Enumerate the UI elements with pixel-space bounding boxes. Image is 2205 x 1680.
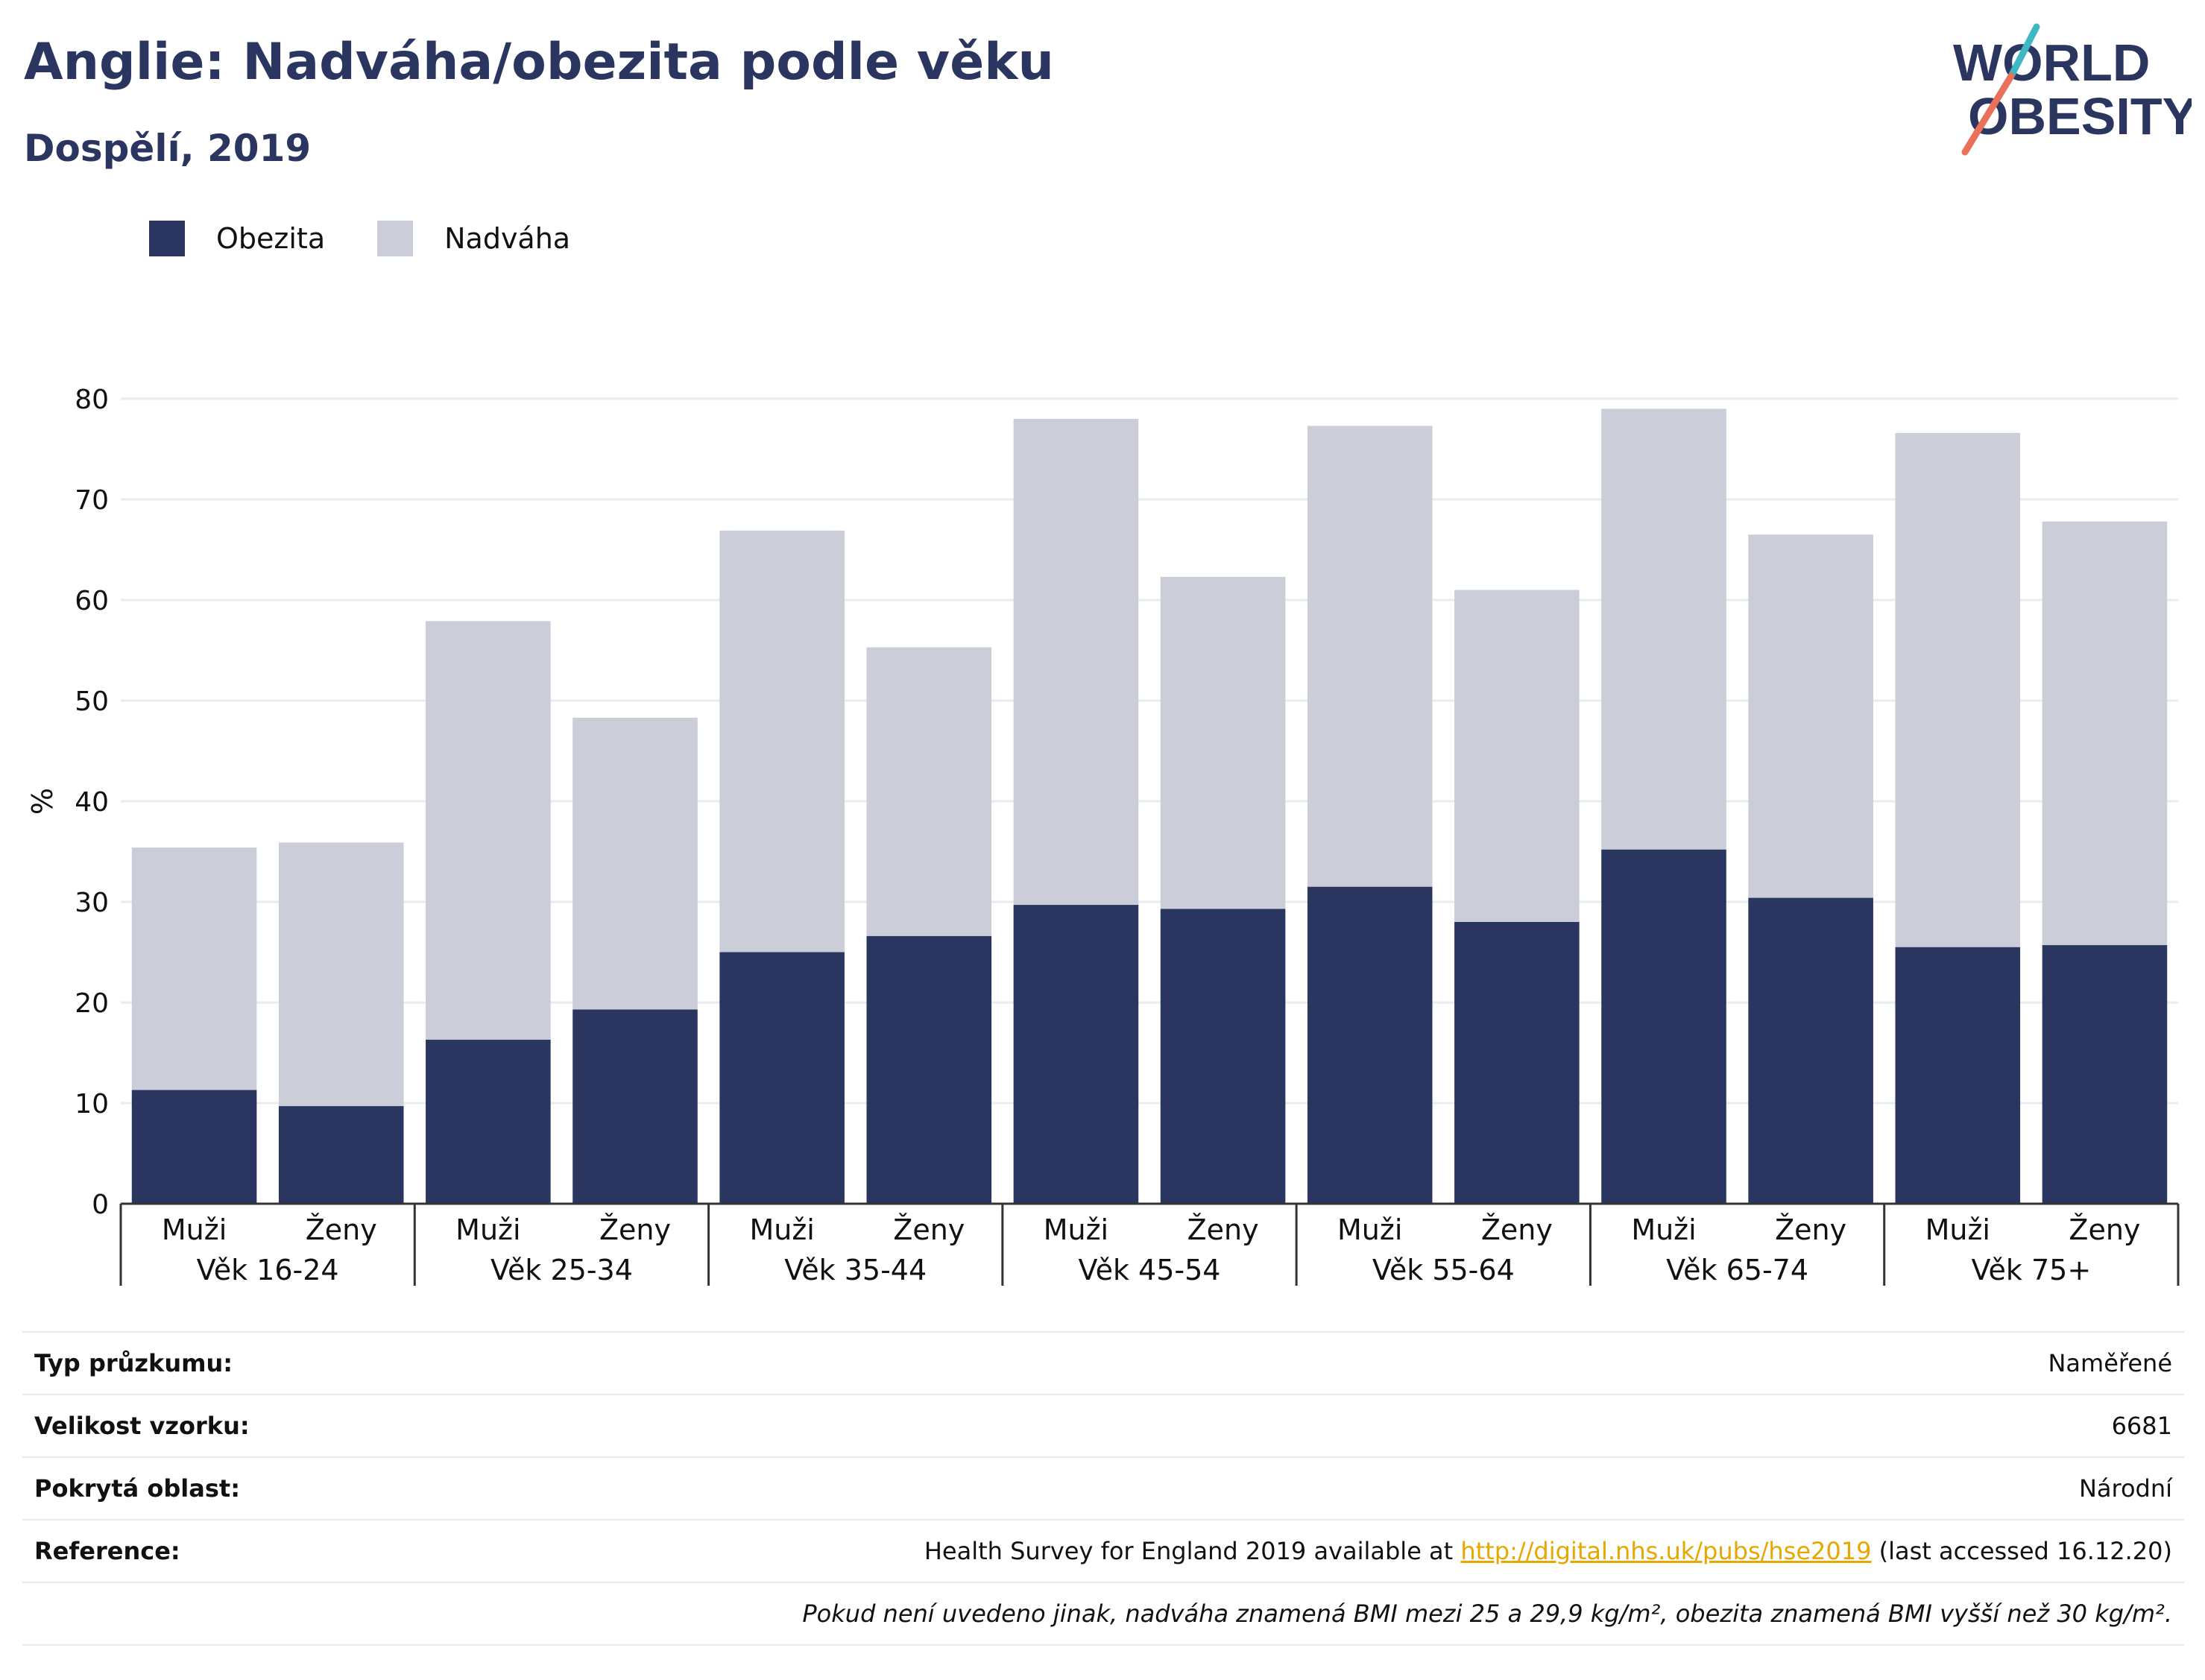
- bar-obezita: [572, 1009, 698, 1204]
- y-tick-label: 70: [75, 485, 109, 516]
- stacked-bar-chart: 0 10 20 30 40 50 60 70 80% Muži Ženy Věk 16-24 Muži Ž…: [26, 385, 2180, 1286]
- reference-link[interactable]: http://digital.nhs.uk/pubs/hse2019: [1460, 1537, 1872, 1565]
- x-subcategory-label: Muži: [749, 1213, 814, 1246]
- legend-item-nadvaha: Nadváha: [377, 221, 570, 256]
- x-group-label: Věk 75+: [1972, 1254, 2092, 1286]
- bar-nadvaha: [1307, 426, 1433, 887]
- x-subcategory-label: Ženy: [2069, 1213, 2140, 1246]
- x-group-label: Věk 45-54: [1079, 1254, 1221, 1286]
- y-tick-label: 80: [75, 385, 109, 415]
- y-tick-label: 10: [75, 1089, 109, 1120]
- bar-obezita: [1307, 886, 1433, 1204]
- meta-row-reference: Reference: Health Survey for England 201…: [22, 1519, 2184, 1582]
- bar-obezita: [278, 1106, 404, 1204]
- bar-obezita: [1748, 897, 1873, 1204]
- legend-label-nadvaha: Nadváha: [444, 222, 571, 255]
- meta-label-coverage: Pokrytá oblast:: [34, 1474, 240, 1503]
- bar-obezita: [719, 952, 845, 1204]
- x-subcategory-label: Muži: [162, 1213, 227, 1246]
- x-subcategory-label: Ženy: [1775, 1213, 1846, 1246]
- legend-item-obezita: Obezita: [149, 221, 325, 256]
- chart-title: Anglie: Nadváha/obezita podle věku: [24, 33, 1054, 92]
- bar-obezita: [1895, 947, 2021, 1204]
- bar-nadvaha: [719, 530, 845, 953]
- meta-value-coverage: Národní: [2078, 1474, 2172, 1503]
- x-subcategory-label: Ženy: [306, 1213, 377, 1246]
- meta-row-coverage: Pokrytá oblast: Národní: [22, 1456, 2184, 1519]
- bar-obezita: [1160, 909, 1286, 1204]
- meta-value-reference: Health Survey for England 2019 available…: [924, 1537, 2184, 1565]
- bar-nadvaha: [131, 847, 257, 1090]
- y-tick-label: 40: [75, 787, 109, 818]
- meta-row-note: Pokud není uvedeno jinak, nadváha znamen…: [22, 1582, 2184, 1646]
- bar-nadvaha: [1748, 534, 1873, 898]
- x-subcategory-label: Muži: [1631, 1213, 1696, 1246]
- reference-suffix: (last accessed 16.12.20): [1871, 1537, 2172, 1565]
- x-subcategory-label: Ženy: [599, 1213, 671, 1246]
- x-group-label: Věk 16-24: [197, 1254, 339, 1286]
- bar-nadvaha: [426, 621, 551, 1040]
- y-axis-label: %: [26, 788, 59, 815]
- bar-obezita: [1013, 905, 1139, 1204]
- bar-obezita: [426, 1039, 551, 1204]
- x-subcategory-label: Muži: [1925, 1213, 1990, 1246]
- bar-nadvaha: [866, 647, 992, 936]
- x-group-label: Věk 25-34: [490, 1254, 633, 1286]
- meta-label-sample-size: Velikost vzorku:: [34, 1412, 250, 1440]
- svg-text:WORLD: WORLD: [1953, 34, 2150, 92]
- x-group-label: Věk 35-44: [784, 1254, 927, 1286]
- world-obesity-logo: WORLD OBESITY: [1953, 23, 2192, 156]
- legend-swatch-nadvaha: [377, 221, 414, 256]
- bar-nadvaha: [572, 717, 698, 1010]
- meta-value-survey-type: Naměřené: [2048, 1349, 2172, 1377]
- x-subcategory-label: Ženy: [1187, 1213, 1259, 1246]
- bar-nadvaha: [1013, 419, 1139, 906]
- x-subcategory-label: Ženy: [893, 1213, 965, 1246]
- bar-nadvaha: [1454, 590, 1580, 922]
- bar-obezita: [2042, 945, 2168, 1204]
- metadata-table: Typ průzkumu: Naměřené Velikost vzorku: …: [22, 1331, 2184, 1646]
- bar-nadvaha: [2042, 521, 2168, 946]
- bar-nadvaha: [1895, 432, 2021, 947]
- y-tick-label: 30: [75, 888, 109, 918]
- x-group-label: Věk 65-74: [1666, 1254, 1808, 1286]
- bar-obezita: [1454, 922, 1580, 1204]
- bar-nadvaha: [1160, 576, 1286, 909]
- x-group-label: Věk 55-64: [1372, 1254, 1515, 1286]
- meta-label-survey-type: Typ průzkumu:: [34, 1349, 233, 1377]
- chart-subtitle: Dospělí, 2019: [24, 127, 312, 170]
- bar-nadvaha: [278, 842, 404, 1107]
- bar-obezita: [1601, 849, 1726, 1204]
- bar-obezita: [131, 1090, 257, 1204]
- y-tick-label: 0: [92, 1190, 109, 1220]
- meta-value-sample-size: 6681: [2111, 1412, 2172, 1440]
- x-subcategory-label: Ženy: [1481, 1213, 1553, 1246]
- reference-prefix: Health Survey for England 2019 available…: [924, 1537, 1461, 1565]
- y-tick-label: 60: [75, 586, 109, 616]
- chart-legend: Obezita Nadváha: [149, 221, 622, 256]
- bar-obezita: [866, 935, 992, 1204]
- meta-row-survey-type: Typ průzkumu: Naměřené: [22, 1331, 2184, 1394]
- legend-label-obezita: Obezita: [216, 222, 326, 255]
- y-tick-label: 50: [75, 686, 109, 717]
- meta-label-reference: Reference:: [34, 1537, 180, 1565]
- x-subcategory-label: Muži: [1044, 1213, 1108, 1246]
- definition-note: Pokud není uvedeno jinak, nadváha znamen…: [802, 1600, 2172, 1628]
- y-tick-label: 20: [75, 988, 109, 1019]
- meta-row-sample-size: Velikost vzorku: 6681: [22, 1394, 2184, 1456]
- svg-text:OBESITY: OBESITY: [1968, 87, 2192, 145]
- x-subcategory-label: Muži: [455, 1213, 520, 1246]
- legend-swatch-obezita: [149, 221, 185, 256]
- bar-nadvaha: [1601, 408, 1726, 850]
- x-subcategory-label: Muži: [1337, 1213, 1402, 1246]
